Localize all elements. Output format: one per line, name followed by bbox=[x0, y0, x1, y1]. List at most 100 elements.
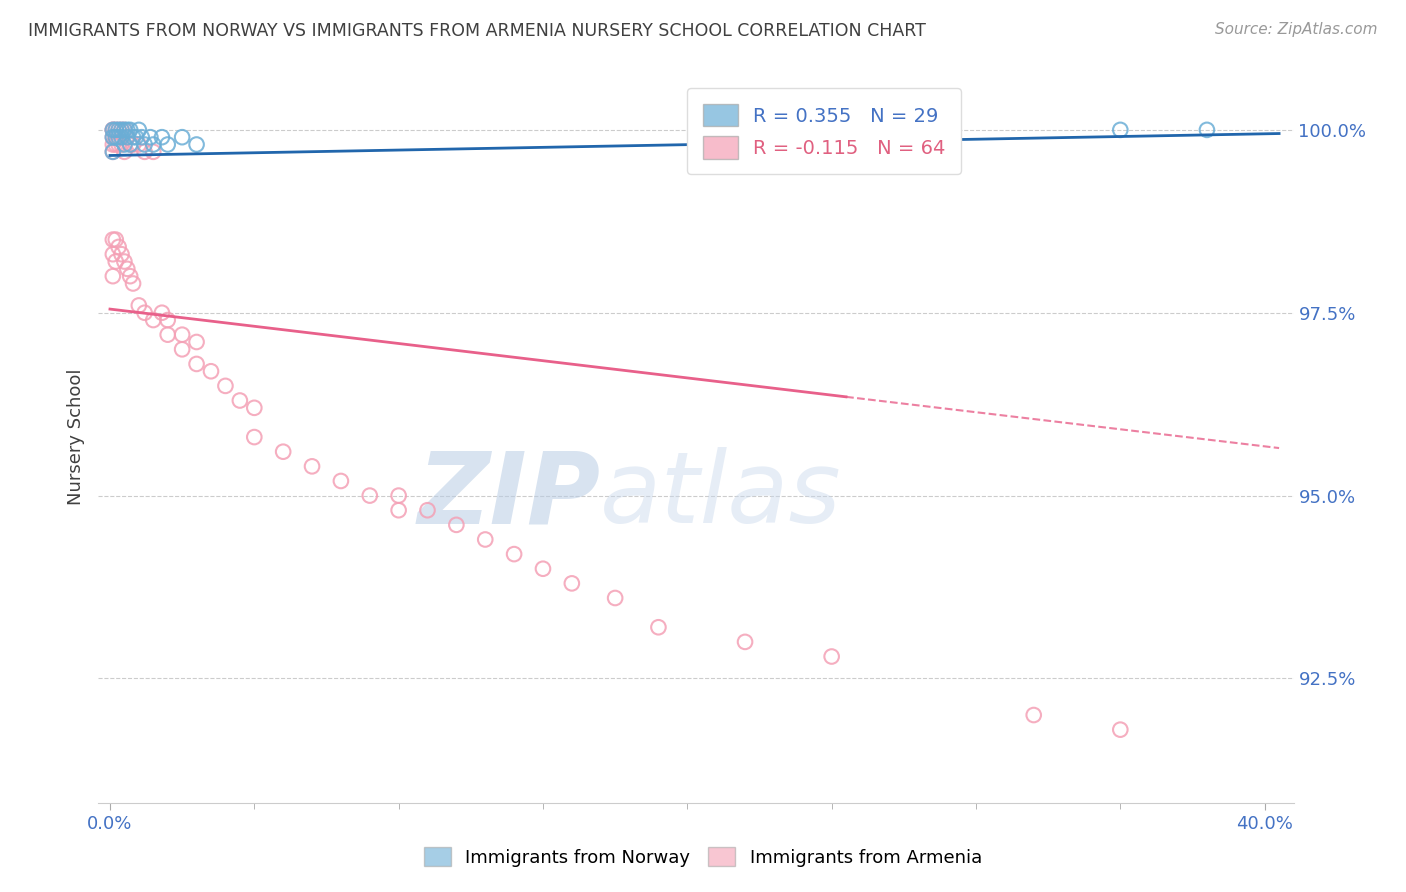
Y-axis label: Nursery School: Nursery School bbox=[66, 368, 84, 506]
Point bbox=[150, 130, 173, 145]
Point bbox=[107, 130, 129, 145]
Point bbox=[172, 327, 194, 342]
Point bbox=[186, 357, 208, 371]
Point bbox=[388, 489, 411, 503]
Point bbox=[110, 247, 132, 261]
Point bbox=[139, 130, 162, 145]
Point bbox=[112, 137, 135, 152]
Point bbox=[101, 145, 124, 159]
Point bbox=[561, 576, 583, 591]
Point bbox=[647, 620, 669, 634]
Point bbox=[107, 240, 129, 254]
Point bbox=[605, 591, 627, 605]
Point bbox=[1109, 123, 1132, 137]
Point bbox=[104, 123, 127, 137]
Point bbox=[125, 130, 148, 145]
Point bbox=[142, 313, 165, 327]
Point bbox=[186, 334, 208, 349]
Text: IMMIGRANTS FROM NORWAY VS IMMIGRANTS FROM ARMENIA NURSERY SCHOOL CORRELATION CHA: IMMIGRANTS FROM NORWAY VS IMMIGRANTS FRO… bbox=[28, 22, 927, 40]
Legend: R = 0.355   N = 29, R = -0.115   N = 64: R = 0.355 N = 29, R = -0.115 N = 64 bbox=[688, 88, 962, 174]
Point bbox=[101, 123, 124, 137]
Point bbox=[734, 635, 756, 649]
Point bbox=[101, 123, 124, 137]
Point bbox=[134, 145, 156, 159]
Point bbox=[101, 247, 124, 261]
Point bbox=[142, 137, 165, 152]
Point bbox=[101, 137, 124, 152]
Point bbox=[117, 130, 139, 145]
Point bbox=[101, 233, 124, 247]
Point bbox=[156, 327, 179, 342]
Point bbox=[128, 298, 150, 312]
Point bbox=[156, 313, 179, 327]
Point bbox=[122, 137, 145, 152]
Point bbox=[107, 137, 129, 152]
Text: ZIP: ZIP bbox=[418, 447, 600, 544]
Point bbox=[120, 137, 142, 152]
Point bbox=[122, 277, 145, 291]
Point bbox=[122, 130, 145, 145]
Point bbox=[1195, 123, 1218, 137]
Point bbox=[120, 269, 142, 284]
Point bbox=[101, 123, 124, 137]
Point bbox=[107, 123, 129, 137]
Point bbox=[104, 123, 127, 137]
Point bbox=[117, 261, 139, 276]
Point bbox=[134, 306, 156, 320]
Point bbox=[112, 123, 135, 137]
Point bbox=[131, 130, 153, 145]
Point bbox=[243, 430, 266, 444]
Point bbox=[531, 562, 554, 576]
Point bbox=[110, 123, 132, 137]
Legend: Immigrants from Norway, Immigrants from Armenia: Immigrants from Norway, Immigrants from … bbox=[416, 840, 990, 874]
Point bbox=[388, 503, 411, 517]
Point bbox=[112, 254, 135, 268]
Point bbox=[142, 145, 165, 159]
Point bbox=[104, 130, 127, 145]
Point bbox=[271, 444, 294, 458]
Point bbox=[104, 137, 127, 152]
Point bbox=[110, 137, 132, 152]
Point bbox=[503, 547, 526, 561]
Point bbox=[243, 401, 266, 415]
Point bbox=[734, 123, 756, 137]
Point bbox=[1022, 708, 1045, 723]
Point bbox=[214, 379, 236, 393]
Point bbox=[101, 130, 124, 145]
Text: atlas: atlas bbox=[600, 447, 842, 544]
Point bbox=[117, 123, 139, 137]
Point bbox=[134, 137, 156, 152]
Point bbox=[329, 474, 352, 488]
Point bbox=[446, 517, 468, 532]
Point bbox=[101, 145, 124, 159]
Point bbox=[1109, 723, 1132, 737]
Point bbox=[101, 269, 124, 284]
Point bbox=[474, 533, 496, 547]
Point bbox=[229, 393, 252, 408]
Point bbox=[820, 649, 842, 664]
Point bbox=[186, 137, 208, 152]
Point bbox=[301, 459, 323, 474]
Point bbox=[104, 254, 127, 268]
Point bbox=[117, 130, 139, 145]
Point bbox=[150, 306, 173, 320]
Point bbox=[104, 130, 127, 145]
Text: Source: ZipAtlas.com: Source: ZipAtlas.com bbox=[1215, 22, 1378, 37]
Point bbox=[200, 364, 222, 378]
Point bbox=[120, 123, 142, 137]
Point bbox=[110, 130, 132, 145]
Point bbox=[104, 233, 127, 247]
Point bbox=[120, 137, 142, 152]
Point bbox=[416, 503, 439, 517]
Point bbox=[128, 123, 150, 137]
Point bbox=[107, 123, 129, 137]
Point bbox=[110, 123, 132, 137]
Point bbox=[101, 130, 124, 145]
Point bbox=[112, 123, 135, 137]
Point bbox=[172, 343, 194, 357]
Point bbox=[172, 130, 194, 145]
Point bbox=[156, 137, 179, 152]
Point bbox=[359, 489, 381, 503]
Point bbox=[112, 145, 135, 159]
Point bbox=[128, 137, 150, 152]
